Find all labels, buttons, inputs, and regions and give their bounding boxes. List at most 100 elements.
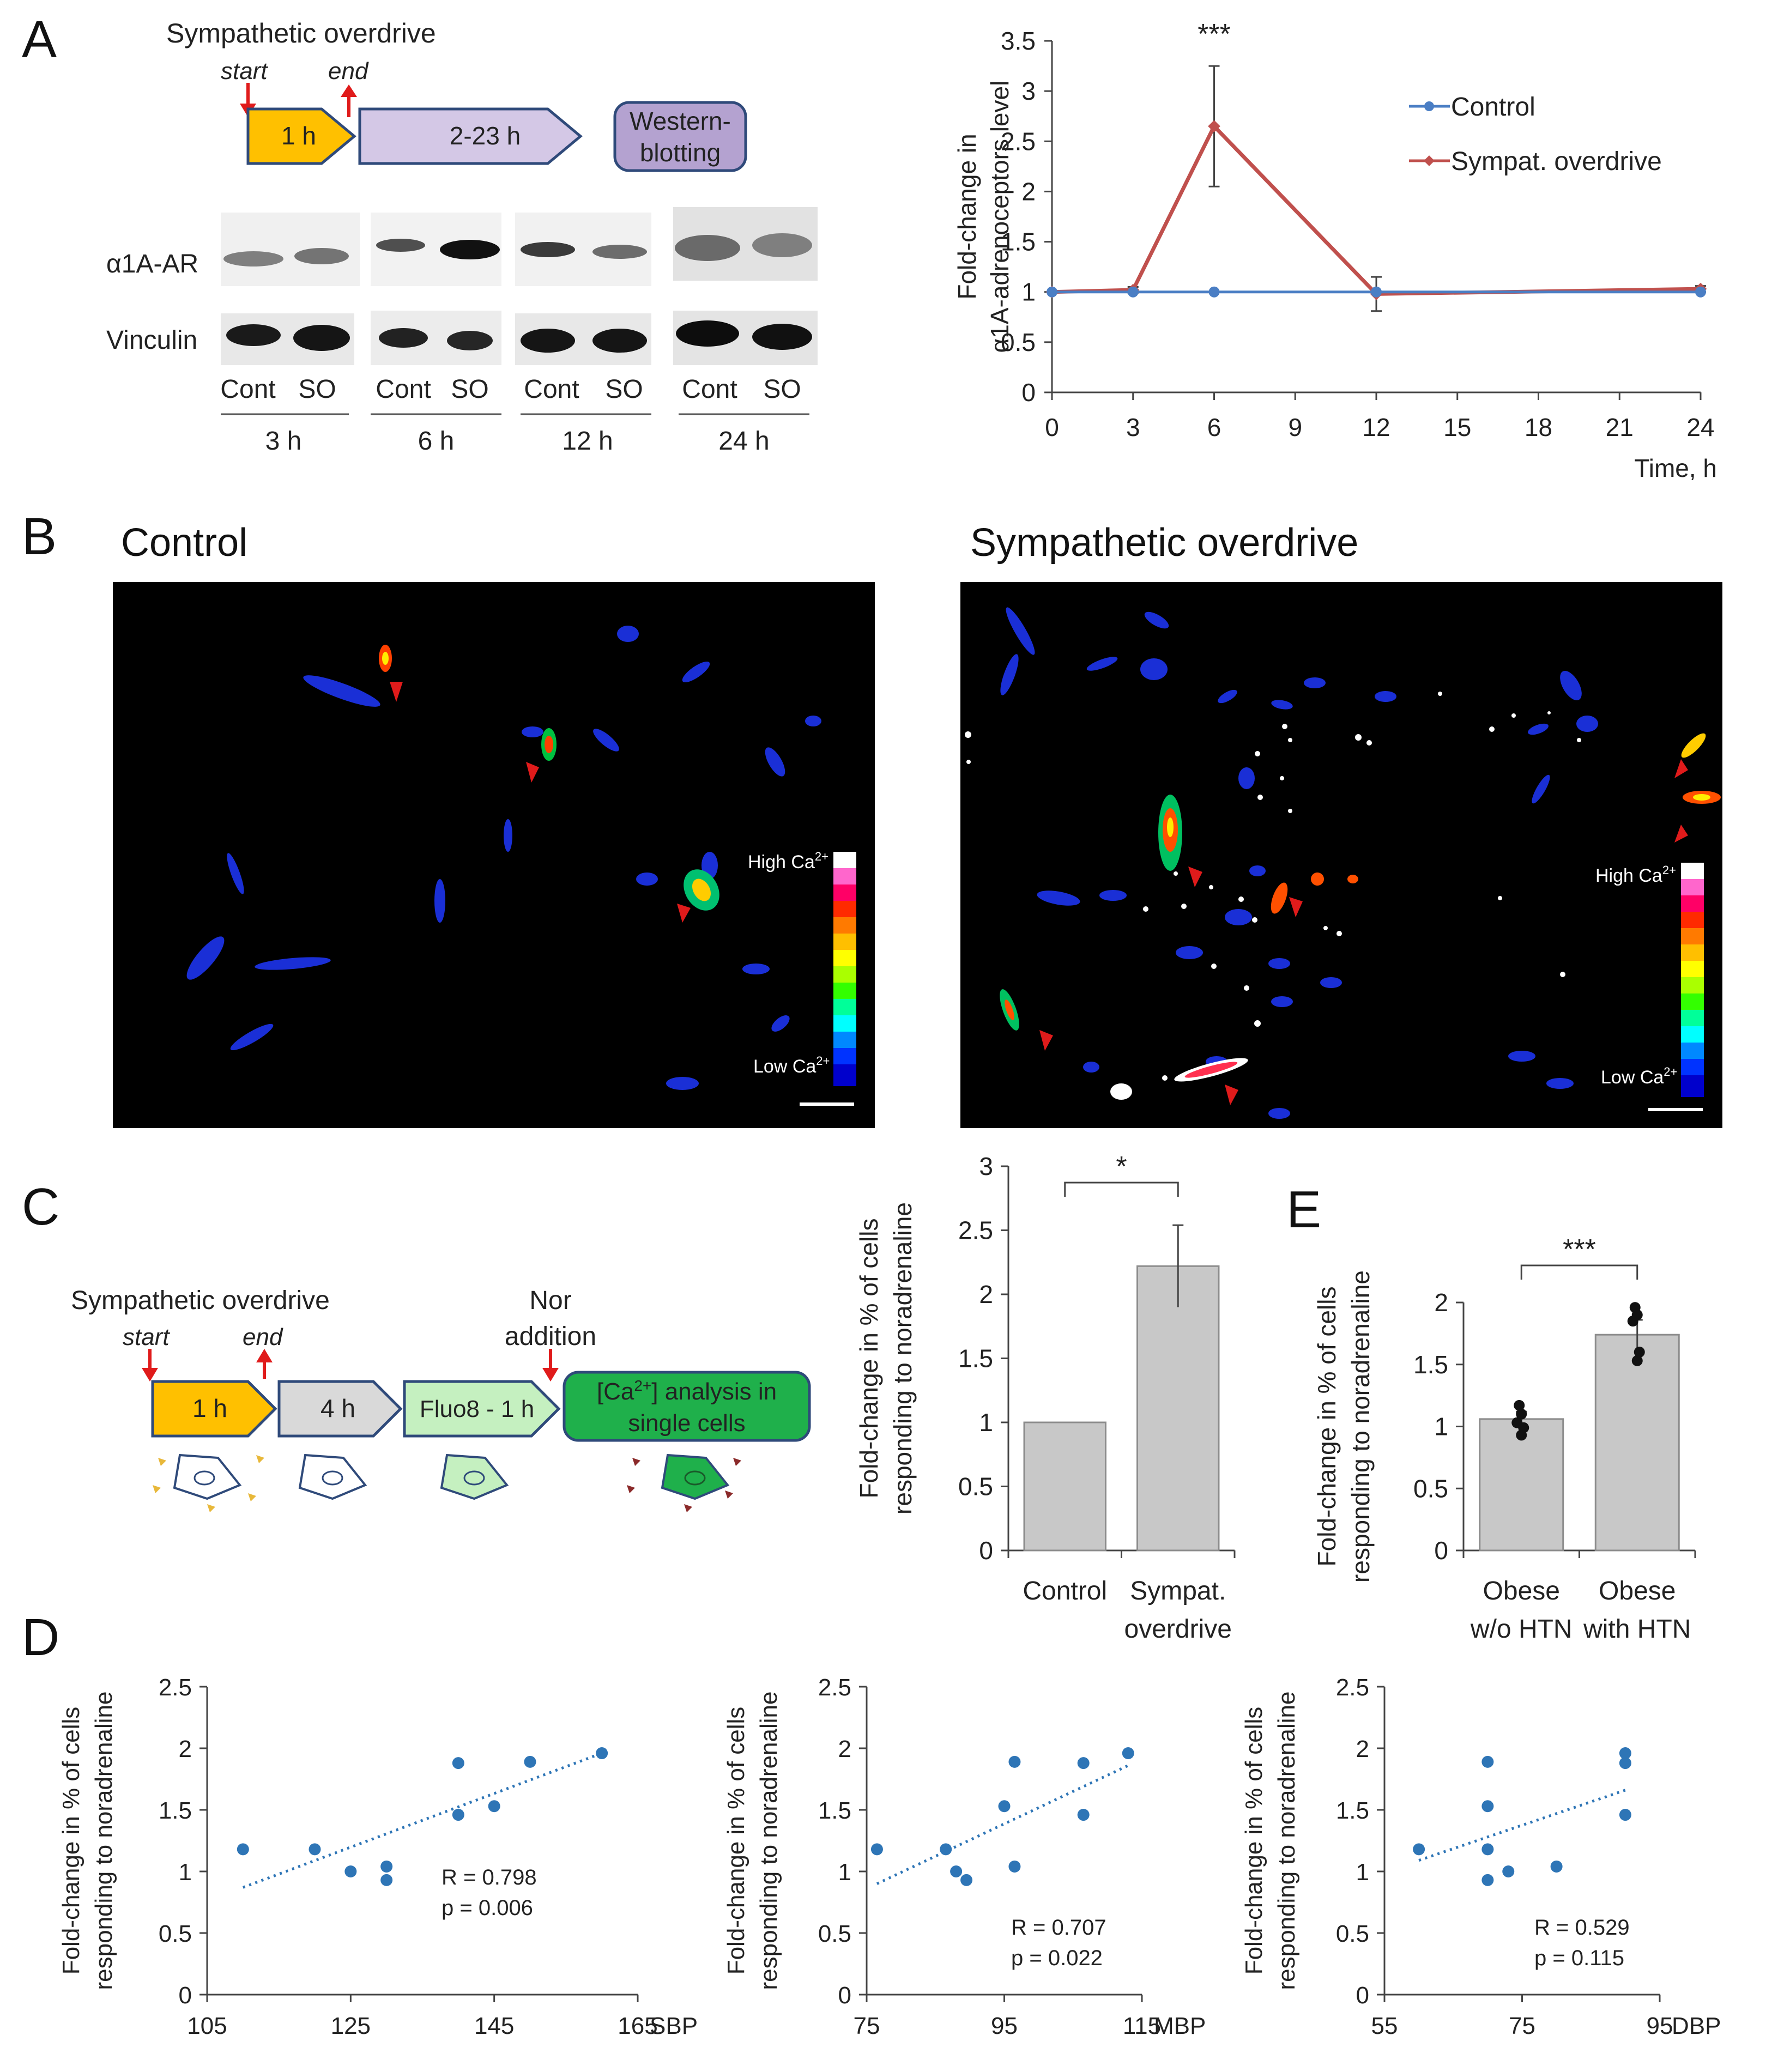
c-cell-icon-4 xyxy=(627,1453,741,1512)
panel-label-b: B xyxy=(22,507,57,566)
significance-stars: *** xyxy=(1563,1234,1596,1265)
x-axis-title: Time, h xyxy=(1634,454,1717,482)
trend-line xyxy=(1418,1789,1626,1862)
category-label: w/o HTN xyxy=(1470,1615,1573,1644)
control-point xyxy=(1047,286,1057,298)
y-tick-label: 0 xyxy=(179,1982,192,2009)
y-axis-title: Fold-change in % of cells responding to n… xyxy=(1314,1270,1375,1583)
y-tick-label: 2 xyxy=(1356,1736,1369,1762)
a-step2-label: 2-23 h xyxy=(450,122,521,150)
c-start-arrow xyxy=(142,1349,158,1382)
y-axis-title-line1: Fold-change in % of cells xyxy=(58,1707,84,1975)
blot-row-label-a1a: α1A-AR xyxy=(106,250,198,278)
so-red-arrows xyxy=(1039,759,1688,1105)
y-tick-label: 1.5 xyxy=(159,1797,192,1824)
control-micrograph: High Ca2+ Low Ca2+ xyxy=(113,582,875,1128)
y-tick-label: 0.5 xyxy=(1001,328,1036,356)
x-tick-label: 75 xyxy=(1509,2013,1535,2039)
legend-so-marker xyxy=(1424,155,1435,166)
data-point xyxy=(1634,1347,1645,1358)
a-step3-line1: Western- xyxy=(630,107,731,135)
y-tick-label: 1.5 xyxy=(958,1344,993,1373)
stat-r: R = 0.707 xyxy=(1011,1916,1106,1940)
blot-vinculin-strips xyxy=(221,311,818,365)
y-axis-title-line1: Fold-change in % of cells xyxy=(723,1707,749,1975)
control-point xyxy=(1371,286,1382,298)
lane-label: Cont xyxy=(376,375,431,404)
x-tick-label: 95 xyxy=(1647,2013,1673,2039)
c-start-label: start xyxy=(123,1324,170,1350)
x-tick-label: 6 xyxy=(1207,413,1221,441)
y-axis-title-line2: α1A-adrenoceptors level xyxy=(985,81,1014,353)
c-cell-icon-1 xyxy=(153,1453,264,1512)
c-step-fluo8 xyxy=(403,1380,561,1438)
y-axis-title-line1: Fold-change in % of cells xyxy=(1243,1707,1267,1975)
so-micrograph-cells: High Ca2+ Low Ca2+ xyxy=(965,607,1721,1119)
y-tick-label: 0.5 xyxy=(1413,1474,1448,1502)
x-tick-label: 12 xyxy=(1362,413,1390,441)
data-point xyxy=(1008,1860,1021,1873)
c-nor-line1: Nor xyxy=(529,1286,571,1315)
control-point xyxy=(1208,286,1220,298)
y-tick-label: 2 xyxy=(979,1280,993,1308)
c-step3-label: Fluo8 - 1 h xyxy=(420,1396,534,1422)
y-axis-title: Fold-change in % of cells responding to n… xyxy=(1243,1692,1300,1990)
data-point xyxy=(1481,1874,1494,1886)
y-tick-label: 0 xyxy=(979,1536,993,1565)
data-point xyxy=(1629,1302,1641,1313)
data-point xyxy=(998,1800,1011,1813)
legend-control-marker xyxy=(1424,101,1434,111)
control-point xyxy=(1127,286,1139,298)
a-end-arrow xyxy=(341,84,357,117)
y-axis-title: Fold-change in α1A-adrenoceptors level xyxy=(953,81,1014,353)
x-axis-title: DBP xyxy=(1672,2013,1721,2039)
a-step-western xyxy=(613,101,747,172)
panel-label-d: D xyxy=(22,1608,60,1667)
y-tick-label: 2 xyxy=(1434,1288,1448,1317)
trend-line xyxy=(876,1764,1129,1885)
data-point xyxy=(1077,1809,1090,1821)
blot-row-label-vinculin: Vinculin xyxy=(106,326,197,355)
y-tick-label: 2.5 xyxy=(159,1674,192,1701)
y-tick-label: 1.5 xyxy=(1001,228,1036,256)
b-right-title: Sympathetic overdrive xyxy=(970,521,1359,565)
data-point xyxy=(940,1843,952,1856)
bar xyxy=(1023,1421,1106,1552)
x-tick-label: 21 xyxy=(1606,413,1634,441)
b-left-title: Control xyxy=(121,521,248,565)
panel-c-bar-chart: 0 0.5 1 1.5 2 2.5 3 Control Sympat. overdrive * Fol… xyxy=(855,1151,1236,1644)
so-scale-bar xyxy=(1648,1108,1703,1111)
y-tick-label: 1 xyxy=(838,1859,851,1886)
y-tick-label: 3 xyxy=(1021,77,1036,105)
data-point xyxy=(380,1860,393,1873)
y-tick-label: 0.5 xyxy=(1336,1920,1369,1947)
category-label: Control xyxy=(1023,1577,1107,1606)
lane-label: SO xyxy=(605,375,643,404)
data-point xyxy=(1481,1843,1494,1856)
y-axis-title-line2: responding to noradrenaline xyxy=(1273,1692,1300,1990)
data-point xyxy=(1619,1809,1631,1821)
x-tick-label: 145 xyxy=(474,2013,514,2039)
lane-label: SO xyxy=(298,375,336,404)
y-axis-title-line2: responding to noradrenaline xyxy=(755,1692,782,1990)
panel-e-bar-chart: 0 0.5 1 1.5 2 Obese w/o HTN Obese with HTN *** Fol… xyxy=(1314,1234,1696,1644)
y-axis-title-line1: Fold-change in % of cells xyxy=(1314,1287,1341,1567)
trend-line xyxy=(242,1752,603,1889)
a-protocol-title: Sympathetic overdrive xyxy=(166,18,436,49)
so-micrograph: High Ca2+ Low Ca2+ xyxy=(960,582,1722,1128)
x-axis-title: SBP xyxy=(650,2013,698,2039)
panel-label-e: E xyxy=(1286,1180,1322,1239)
category-label: Obese xyxy=(1599,1577,1676,1606)
y-axis-title: Fold-change in % of cells responding to n… xyxy=(58,1692,117,1990)
data-point xyxy=(596,1747,608,1760)
time-label: 12 h xyxy=(562,427,613,456)
so-responding-cells xyxy=(1000,733,1721,1100)
y-tick-label: 2.5 xyxy=(958,1216,993,1245)
data-point xyxy=(960,1874,973,1886)
c-step4-line2: single cells xyxy=(628,1410,745,1437)
x-tick-label: 55 xyxy=(1371,2013,1398,2039)
data-point xyxy=(1619,1757,1631,1770)
stat-p: p = 0.006 xyxy=(442,1896,533,1920)
